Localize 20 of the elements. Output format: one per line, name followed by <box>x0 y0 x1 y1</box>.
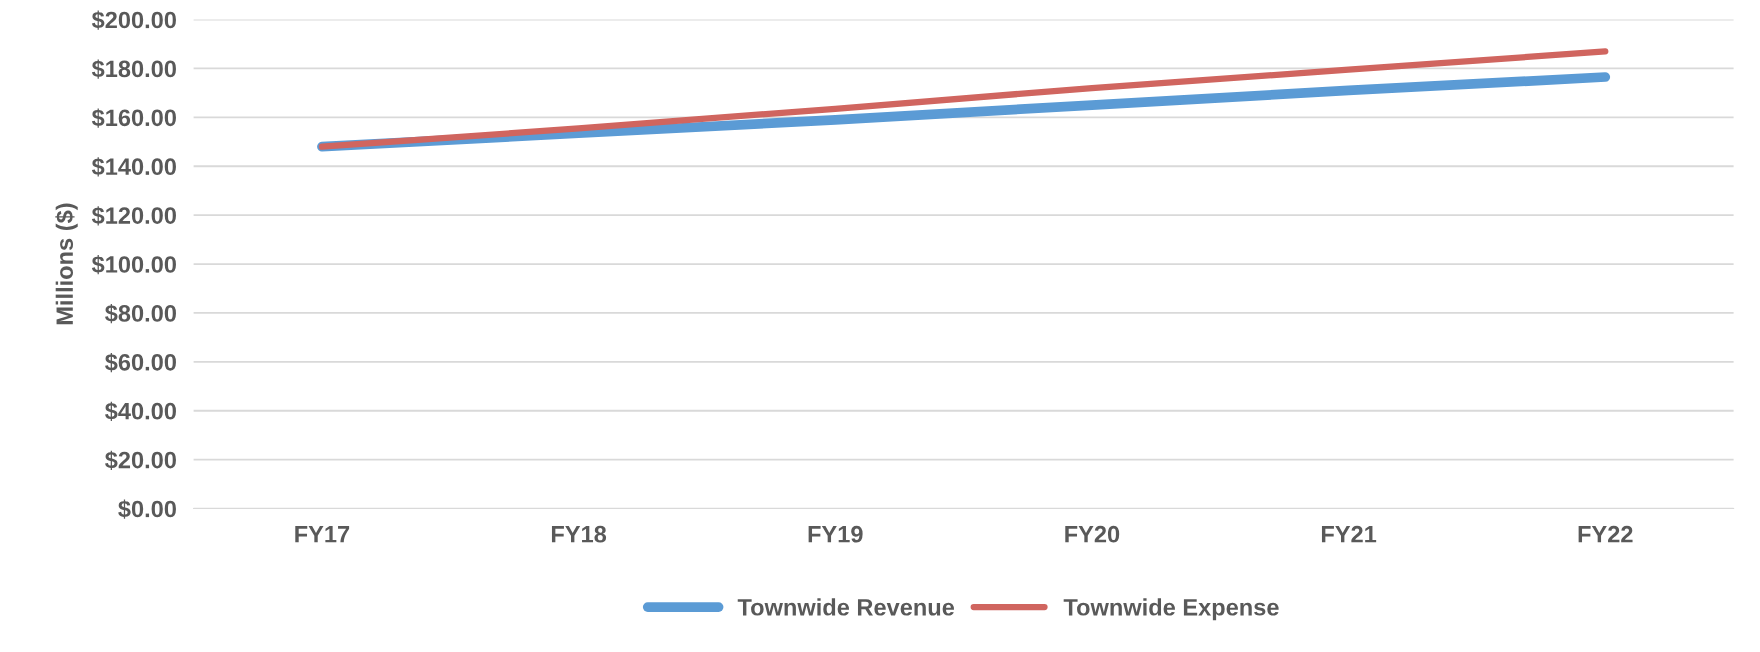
y-tick-label: $60.00 <box>105 352 176 373</box>
x-tick-label: FY21 <box>1321 525 1377 543</box>
y-tick-label: $100.00 <box>91 255 176 275</box>
legend-label: Townwide Expense <box>1063 598 1279 621</box>
x-tick-label: FY18 <box>551 525 607 543</box>
y-tick-label: $160.00 <box>91 108 176 128</box>
x-tick-label: FY17 <box>295 526 350 543</box>
y-tick-label: $40.00 <box>105 401 176 422</box>
y-tick-label: $0.00 <box>118 499 176 519</box>
y-tick-label: $140.00 <box>91 157 176 177</box>
x-tick-label: FY20 <box>1065 525 1120 543</box>
y-tick-label: $80.00 <box>105 303 176 324</box>
y-tick-label: $180.00 <box>91 59 176 79</box>
y-axis-title: Millions ($) <box>55 203 78 325</box>
y-tick-label: $20.00 <box>105 450 176 470</box>
y-tick-label: $120.00 <box>91 206 176 226</box>
y-tick-label: $200.00 <box>91 10 176 30</box>
x-tick-label: FY19 <box>808 525 863 543</box>
x-tick-label: FY22 <box>1578 525 1633 543</box>
legend-label: Townwide Revenue <box>737 598 955 616</box>
